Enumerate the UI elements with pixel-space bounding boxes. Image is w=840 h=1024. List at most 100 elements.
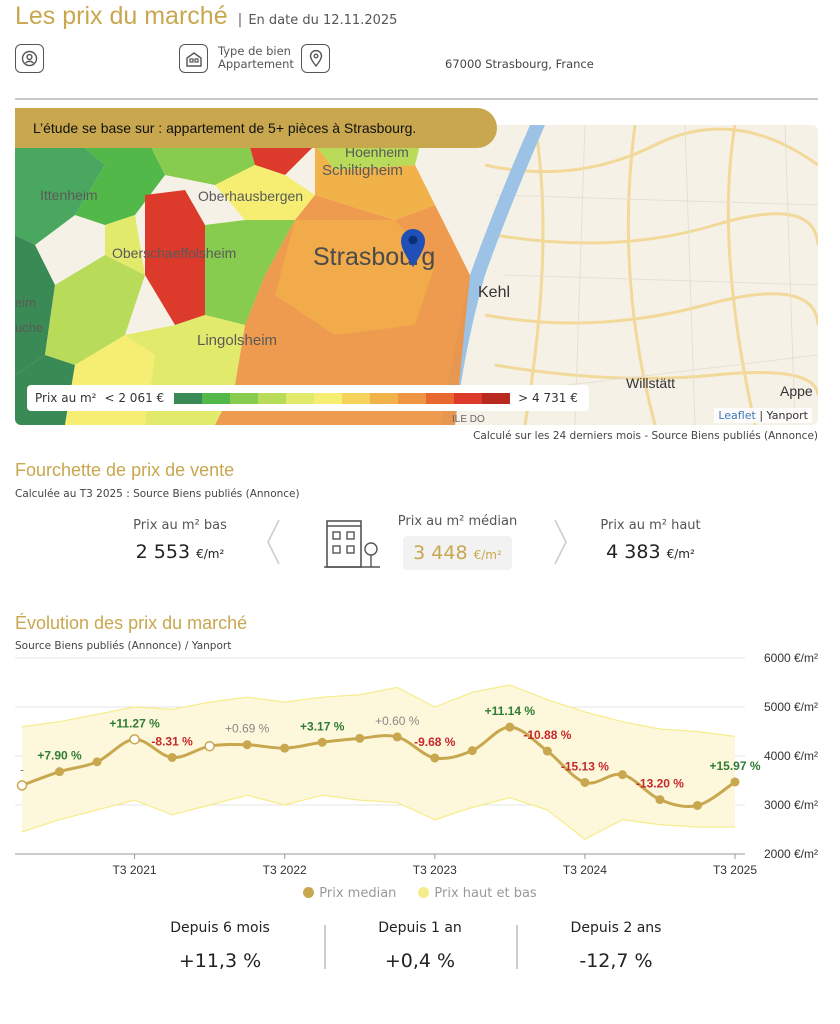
price-low-unit: €/m² <box>196 547 225 561</box>
legend-swatch <box>426 392 455 404</box>
map-source-note: Calculé sur les 24 derniers mois - Sourc… <box>473 430 818 442</box>
building-icon <box>179 44 208 73</box>
legend-swatch <box>370 392 399 404</box>
change-label: -10.88 % <box>523 728 571 742</box>
x-tick-label: T3 2022 <box>263 863 307 877</box>
change-label: +11.14 % <box>485 704 536 718</box>
evolution-2y-value: -12,7 % <box>579 950 653 972</box>
price-low-label: Prix au m² bas <box>133 518 227 533</box>
evolution-title: Évolution des prix du marché <box>15 613 248 633</box>
divider <box>516 925 518 969</box>
property-address: 67000 Strasbourg, France <box>445 57 594 71</box>
price-high: Prix au m² haut 4 383 €/m² <box>578 518 723 563</box>
median-point <box>467 746 477 756</box>
legend-median-item[interactable]: Prix median <box>303 886 396 901</box>
median-point <box>392 732 402 742</box>
legend-median-dot <box>303 887 315 898</box>
map-label-ittenheim: Ittenheim <box>40 187 98 203</box>
legend-swatch <box>286 392 315 404</box>
page-header: Les prix du marché | En date du 12.11.20… <box>15 2 818 32</box>
map-marker-icon[interactable] <box>401 229 425 267</box>
map-label-oberschaeffolsheim: Oberschaeffolsheim <box>112 245 236 261</box>
evolution-1y-label: Depuis 1 an <box>378 920 462 936</box>
low-price-line <box>21 794 735 841</box>
price-map[interactable]: Hoenheim Ittenheim Oberhausbergen Schilt… <box>15 125 818 425</box>
x-tick-label: T3 2024 <box>563 863 607 877</box>
change-label: +3.17 % <box>300 719 345 733</box>
report-date: En date du 12.11.2025 <box>248 13 398 28</box>
price-high-value: 4 383 <box>606 541 661 563</box>
range-title: Fourchette de prix de vente <box>15 460 235 480</box>
price-low-value: 2 553 <box>135 541 191 563</box>
map-label-oberhausbergen: Oberhausbergen <box>198 188 303 204</box>
x-tick-label: T3 2023 <box>413 863 457 877</box>
median-point <box>617 770 627 780</box>
legend-range-dot <box>418 887 430 898</box>
legend-median-label: Prix median <box>319 886 397 901</box>
median-point <box>16 780 28 791</box>
legend-swatch <box>314 392 343 404</box>
title-separator: | <box>237 12 243 28</box>
legend-swatch <box>230 392 259 404</box>
median-point <box>655 795 665 805</box>
attribution-text: Yanport <box>766 409 808 422</box>
map-legend: Prix au m² < 2 061 € > 4 731 € <box>27 385 589 411</box>
page-title: Les prix du marché <box>15 2 228 30</box>
change-label: +0.69 % <box>225 722 270 736</box>
median-point <box>542 746 552 756</box>
map-label-kehl: Kehl <box>478 284 510 301</box>
y-tick-label: 5000 €/m² <box>764 700 818 714</box>
high-price-line <box>21 684 736 737</box>
legend-swatch <box>398 392 427 404</box>
median-point <box>317 737 327 747</box>
chevron-left-icon <box>267 519 280 565</box>
location-pin-icon <box>301 44 330 73</box>
chart-legend: Prix median Prix haut et bas <box>0 886 840 901</box>
y-tick-label: 4000 €/m² <box>764 749 818 763</box>
median-point <box>580 777 590 787</box>
price-high-unit: €/m² <box>666 547 695 561</box>
change-label: -9.68 % <box>414 735 456 749</box>
map-label-willstatt: Willstätt <box>626 375 675 391</box>
median-point <box>204 740 215 752</box>
legend-swatch <box>482 392 511 404</box>
y-tick-label: 2000 €/m² <box>764 847 818 861</box>
property-type-label: Type de bien <box>218 44 291 58</box>
price-median-unit: €/m² <box>473 548 502 562</box>
map-label-ile: ILE DO <box>452 414 485 425</box>
evolution-6m-label: Depuis 6 mois <box>170 920 270 936</box>
median-point <box>92 757 102 767</box>
change-label: +15.97 % <box>709 759 760 773</box>
price-low: Prix au m² bas 2 553 €/m² <box>110 518 250 563</box>
price-median-value: 3 448 <box>413 542 468 564</box>
chevron-right-icon <box>554 519 567 565</box>
divider <box>15 98 818 100</box>
median-point <box>355 733 365 743</box>
evolution-subtitle: Source Biens publiés (Annonce) / Yanport <box>15 640 232 652</box>
median-point <box>242 740 252 750</box>
legend-swatch <box>174 392 203 404</box>
price-high-label: Prix au m² haut <box>600 518 701 533</box>
price-range-band <box>22 684 735 840</box>
legend-swatch <box>202 392 231 404</box>
legend-swatch <box>342 392 371 404</box>
map-label-lingolsheim: Lingolsheim <box>197 332 277 349</box>
median-point <box>692 800 702 810</box>
study-basis-banner: L’étude se base sur : appartement de 5+ … <box>15 108 497 148</box>
x-tick-label: T3 2025 <box>713 863 757 877</box>
median-point <box>129 734 140 745</box>
median-point <box>280 743 290 753</box>
evolution-2y: Depuis 2 ans -12,7 % <box>521 920 711 972</box>
y-tick-label: 3000 €/m² <box>764 798 818 812</box>
legend-max: > 4 731 € <box>518 391 578 405</box>
price-evolution-chart[interactable]: 2000 €/m² 3000 €/m² 4000 €/m² 5000 €/m² 6000… <box>0 640 840 885</box>
user-icon[interactable] <box>15 44 44 73</box>
legend-swatch <box>454 392 483 404</box>
median-point <box>505 722 515 732</box>
map-label-eim: eim <box>15 295 36 310</box>
legend-min: < 2 061 € <box>104 391 165 405</box>
legend-range-item[interactable]: Prix haut et bas <box>418 886 537 901</box>
x-tick-label: T3 2021 <box>113 863 157 877</box>
range-subtitle: Calculée au T3 2025 : Source Biens publi… <box>15 488 300 500</box>
leaflet-link[interactable]: Leaflet <box>718 409 756 422</box>
